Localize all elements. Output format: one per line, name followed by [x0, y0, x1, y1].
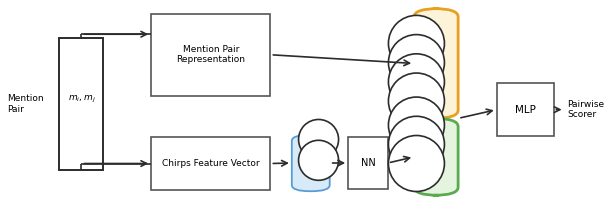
FancyBboxPatch shape [292, 135, 330, 191]
Bar [60, 38, 103, 170]
Text: Pairwise
Scorer: Pairwise Scorer [567, 100, 605, 119]
Bar [348, 137, 388, 189]
Circle shape [389, 15, 444, 71]
Circle shape [299, 119, 339, 160]
Circle shape [389, 116, 444, 172]
Text: $m_i, m_j$: $m_i, m_j$ [68, 94, 95, 105]
Bar [151, 137, 270, 190]
Text: Mention
Pair: Mention Pair [7, 94, 44, 114]
Circle shape [389, 35, 444, 91]
Circle shape [389, 135, 444, 192]
Text: Mention Pair
Representation: Mention Pair Representation [176, 45, 245, 64]
Bar [496, 83, 554, 136]
FancyBboxPatch shape [414, 118, 458, 195]
Text: MLP: MLP [514, 105, 535, 115]
Circle shape [389, 54, 444, 110]
Circle shape [389, 97, 444, 153]
Text: NN: NN [360, 158, 375, 168]
FancyBboxPatch shape [414, 9, 458, 118]
Bar [151, 14, 270, 96]
Text: Chirps Feature Vector: Chirps Feature Vector [162, 159, 259, 168]
Circle shape [299, 140, 339, 180]
Circle shape [389, 73, 444, 129]
